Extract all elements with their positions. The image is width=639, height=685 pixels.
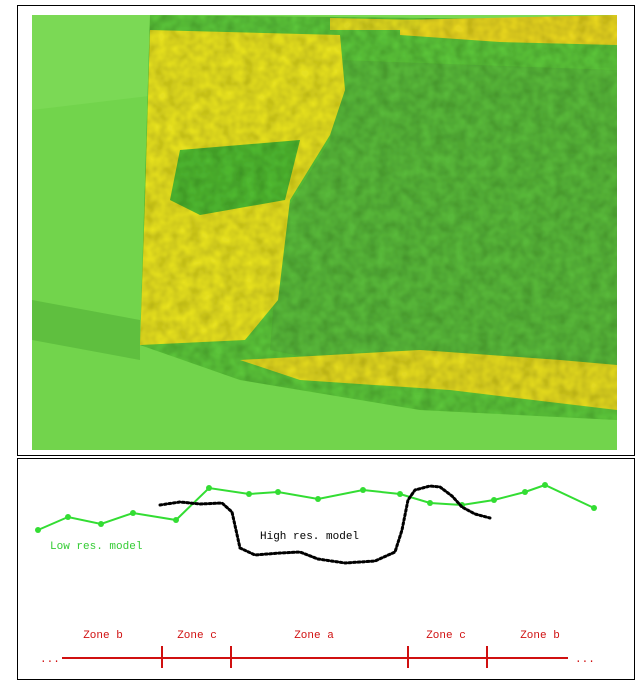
ellipsis: ...: [40, 654, 60, 666]
zone-label: Zone b: [83, 630, 123, 642]
zone-label: Zone b: [520, 630, 560, 642]
figure: Low res. model High res. model ... ... Z…: [0, 0, 639, 685]
high-res-label: High res. model: [260, 531, 359, 543]
zone-label: Zone a: [294, 630, 334, 642]
terrain-render: [32, 15, 617, 450]
zone-label: Zone c: [177, 630, 217, 642]
panel-border: [18, 459, 635, 680]
page: Low res. model High res. model ... ... Z…: [0, 0, 639, 685]
zone-label: Zone c: [426, 630, 466, 642]
low-res-label: Low res. model: [50, 541, 142, 553]
ellipsis: ...: [575, 654, 595, 666]
